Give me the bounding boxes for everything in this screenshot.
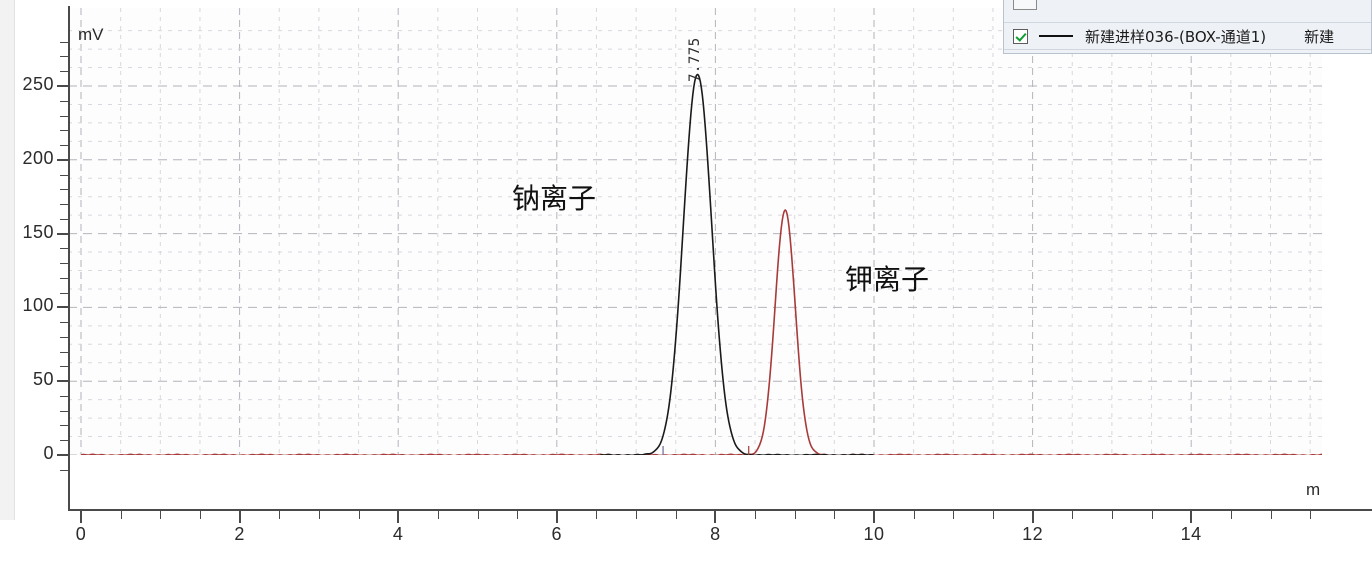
- x-axis-tick-minor: [596, 511, 598, 519]
- y-axis-tick-minor: [60, 292, 68, 294]
- legend-stub-box[interactable]: [1013, 0, 1037, 10]
- y-axis-tick-major: [57, 158, 68, 161]
- legend-color-swatch-series-1: [1039, 35, 1073, 37]
- y-axis-tick-major: [57, 454, 68, 456]
- x-axis-tick-major: [1031, 511, 1034, 523]
- y-axis-tick-major: [57, 380, 68, 383]
- y-axis-tick-minor: [60, 395, 68, 397]
- x-axis-tick-minor: [199, 511, 201, 519]
- y-axis-tick-major: [57, 85, 68, 87]
- x-axis-tick-major: [555, 511, 558, 523]
- y-axis-unit-label: mV: [78, 25, 104, 44]
- trace-series-sodium: [600, 73, 874, 455]
- x-axis-tick-minor: [279, 511, 281, 519]
- legend-row[interactable]: 新建进样036-(BOX-通道1) 新建: [1004, 22, 1371, 50]
- y-axis-tick-label: 0: [43, 443, 54, 463]
- legend-label-series-1: 新建进样036-(BOX-通道1): [1085, 27, 1267, 46]
- x-axis-tick-minor: [120, 511, 122, 519]
- y-axis-tick-minor: [60, 351, 68, 353]
- x-axis-tick-label: 8: [710, 524, 721, 544]
- x-axis-tick-major: [1190, 511, 1193, 523]
- x-axis-tick-major: [873, 511, 875, 523]
- x-axis-tick-minor: [437, 511, 439, 519]
- x-axis-tick-minor: [1111, 511, 1113, 519]
- y-axis-tick-minor: [60, 41, 68, 43]
- x-axis-tick-minor: [636, 511, 638, 519]
- left-gutter-strip: [0, 0, 15, 520]
- x-axis-tick-minor: [992, 511, 994, 519]
- x-axis-tick-major: [714, 511, 717, 523]
- y-axis-tick-major: [57, 232, 68, 235]
- x-axis-tick-minor: [318, 511, 320, 519]
- y-axis-tick-label: 200: [22, 147, 54, 168]
- x-axis-tick-major: [397, 511, 400, 523]
- x-axis-tick-label: 10: [863, 524, 885, 544]
- y-axis-tick-minor: [60, 366, 68, 368]
- x-axis-tick-minor: [1151, 511, 1153, 519]
- retention-time-label: 7.775: [687, 37, 703, 82]
- x-axis-tick-major: [80, 511, 82, 523]
- y-axis-tick-minor: [60, 440, 68, 442]
- y-axis-tick-minor: [60, 248, 68, 250]
- y-axis-tick-minor: [60, 71, 68, 73]
- y-axis-tick-minor: [60, 425, 68, 427]
- y-axis-tick-minor: [60, 322, 68, 324]
- x-axis-tick-minor: [1310, 511, 1312, 519]
- x-axis-tick-minor: [834, 511, 836, 519]
- x-axis-tick-label: 14: [1180, 524, 1202, 544]
- y-axis-tick-minor: [60, 100, 68, 102]
- x-axis-tick-label: 6: [551, 524, 563, 544]
- x-axis-tick-minor: [913, 511, 915, 519]
- chart-plot-area: [68, 8, 1322, 455]
- x-axis-tick-label: 0: [75, 524, 87, 544]
- y-axis-tick-minor: [60, 115, 68, 117]
- x-axis-tick-minor: [477, 511, 479, 519]
- y-axis-tick-major: [57, 306, 68, 309]
- y-axis-tick-minor: [60, 174, 68, 176]
- x-axis-tick-minor: [1230, 511, 1232, 519]
- y-axis-tick-minor: [60, 189, 68, 191]
- x-axis-tick-minor: [755, 511, 757, 519]
- y-axis-tick-minor: [60, 336, 68, 338]
- x-axis-tick-minor: [160, 511, 162, 519]
- x-axis-tick-label: 12: [1022, 524, 1044, 544]
- x-axis-tick-minor: [675, 511, 677, 519]
- x-axis-tick-major: [238, 511, 241, 523]
- y-axis-tick-minor: [60, 130, 68, 132]
- legend-label-series-2: 新建: [1304, 27, 1335, 46]
- y-axis-tick-minor: [60, 204, 68, 206]
- legend-panel: 新建进样036-(BOX-通道1) 新建: [1003, 0, 1372, 54]
- y-axis-tick-label: 100: [22, 295, 54, 316]
- x-axis-tick-minor: [794, 511, 796, 519]
- x-axis-tick-label: 2: [234, 524, 245, 544]
- y-axis-tick-minor: [60, 410, 68, 412]
- chromatogram-svg: [68, 8, 1322, 455]
- legend-checkbox-series-1[interactable]: [1013, 28, 1028, 44]
- y-axis-tick-minor: [60, 218, 68, 220]
- y-axis-line: [68, 6, 70, 510]
- y-axis-tick-minor: [60, 277, 68, 279]
- y-axis-tick-minor: [60, 145, 68, 147]
- annotation-potassium: 钾离子: [845, 263, 930, 296]
- x-axis-tick-minor: [1072, 511, 1074, 519]
- x-axis-line: [68, 509, 1372, 511]
- annotation-sodium: 钠离子: [512, 182, 597, 215]
- y-axis-tick-minor: [60, 56, 68, 58]
- x-axis-tick-minor: [517, 511, 519, 519]
- y-axis-tick-minor: [60, 469, 68, 471]
- y-axis-tick-minor: [60, 263, 68, 265]
- x-axis-tick-label: 4: [392, 524, 404, 544]
- trace-series-potassium: [80, 209, 1322, 455]
- y-axis-tick-label: 50: [32, 369, 54, 390]
- x-axis-tick-minor: [1270, 511, 1272, 519]
- x-axis-tick-minor: [358, 511, 360, 519]
- x-axis-tick-minor: [953, 511, 955, 519]
- y-axis-tick-label: 150: [22, 221, 54, 242]
- x-axis-unit-label: m: [1306, 480, 1321, 499]
- y-axis-tick-label: 250: [22, 74, 54, 94]
